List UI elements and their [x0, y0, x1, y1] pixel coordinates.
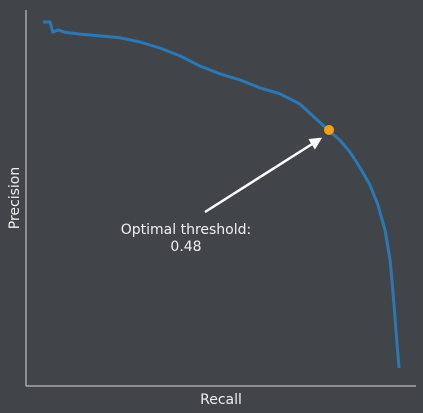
y-axis-label: Precision: [7, 167, 23, 229]
annotation-text: 0.48: [170, 239, 201, 255]
annotation-text: Optimal threshold:: [121, 222, 252, 238]
x-axis-label: Recall: [200, 392, 242, 408]
pr-curve: [43, 20, 401, 369]
annotation-arrow: [204, 137, 323, 214]
optimal-point: [324, 124, 335, 135]
